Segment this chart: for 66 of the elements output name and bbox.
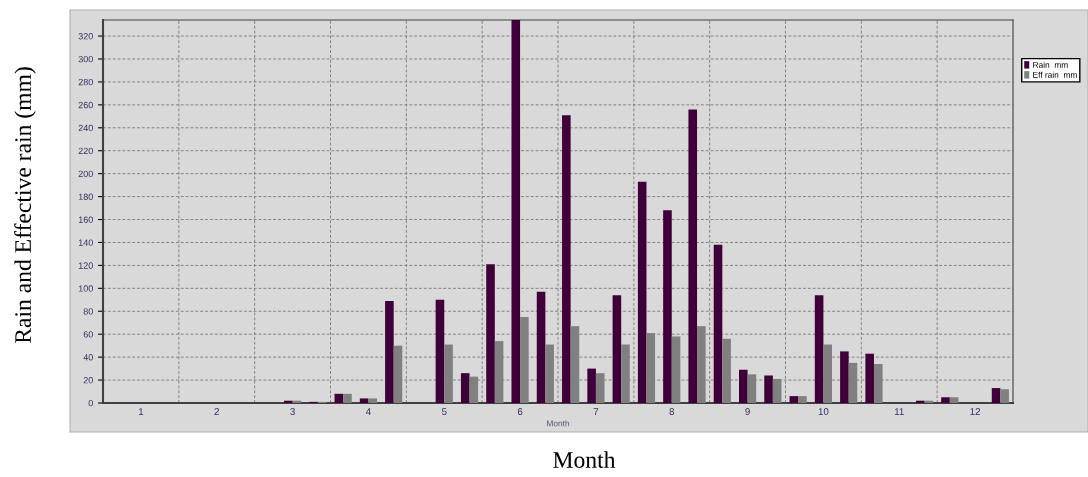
- bar: [511, 20, 521, 403]
- x-tick-label: 2: [214, 408, 219, 415]
- x-tick-label: 1: [138, 408, 144, 415]
- x-tick-label: 4: [365, 408, 371, 415]
- bar: [865, 353, 874, 403]
- bar: [949, 397, 959, 403]
- y-axis-title: Rain and Effective rain (mm): [14, 67, 36, 344]
- bar: [621, 344, 630, 403]
- y-tick-label: 60: [83, 331, 93, 338]
- y-tick-label: 180: [78, 193, 93, 200]
- x-tick-label: 10: [818, 408, 829, 415]
- bar: [486, 264, 495, 403]
- bar: [343, 393, 352, 403]
- bar: [713, 244, 723, 403]
- bar: [738, 369, 748, 403]
- y-tick-label: 100: [78, 285, 93, 292]
- bar: [460, 373, 470, 403]
- bar: [368, 398, 378, 403]
- y-tick-label: 160: [78, 216, 93, 223]
- legend-label: Rain mm: [1033, 61, 1068, 68]
- bar: [814, 295, 824, 403]
- y-tick-label: 80: [83, 308, 93, 315]
- legend-label: Eff rain mm: [1033, 71, 1077, 78]
- bar: [915, 400, 925, 403]
- bar: [334, 393, 344, 403]
- text: Month: [547, 420, 570, 427]
- bar: [562, 115, 571, 403]
- bar: [764, 375, 773, 403]
- bar: [991, 388, 1001, 403]
- y-tick-label: 280: [78, 78, 93, 86]
- bar: [688, 109, 698, 403]
- y-tick-label: 0: [88, 399, 93, 407]
- y-tick-label: 220: [78, 147, 93, 155]
- y-tick-label: 140: [78, 239, 93, 246]
- x-tick-label: 7: [593, 408, 599, 415]
- y-tick-label: 300: [78, 55, 93, 63]
- bar: [840, 351, 849, 403]
- bar: [747, 374, 757, 403]
- x-tick-label: 5: [441, 408, 447, 415]
- bar: [637, 181, 647, 403]
- bar: [536, 291, 546, 403]
- x-tick-label: 9: [745, 408, 750, 415]
- bar: [612, 295, 622, 403]
- bar: [663, 210, 672, 403]
- y-tick-label: 20: [83, 377, 93, 384]
- y-tick-label: 200: [78, 170, 93, 178]
- y-tick-label: 120: [78, 262, 93, 269]
- x-tick-label: 12: [970, 408, 980, 415]
- bar: [1000, 389, 1009, 403]
- bar: [385, 300, 394, 403]
- x-tick-label: 8: [669, 408, 675, 415]
- x-tick-label: 3: [290, 408, 295, 415]
- y-tick-label: 320: [78, 33, 93, 40]
- x-tick-label: 11: [894, 408, 904, 415]
- bar: [941, 397, 950, 403]
- x-tick-label: 6: [517, 408, 523, 415]
- x-axis-title: Month: [553, 451, 616, 468]
- bar: [283, 400, 293, 403]
- bar: [798, 396, 807, 403]
- y-tick-label: 40: [83, 354, 93, 361]
- y-tick-label: 240: [78, 124, 93, 132]
- bar: [587, 368, 596, 403]
- bar: [435, 299, 445, 403]
- y-tick-label: 260: [78, 101, 93, 109]
- bar: [359, 398, 369, 403]
- bar: [789, 396, 799, 403]
